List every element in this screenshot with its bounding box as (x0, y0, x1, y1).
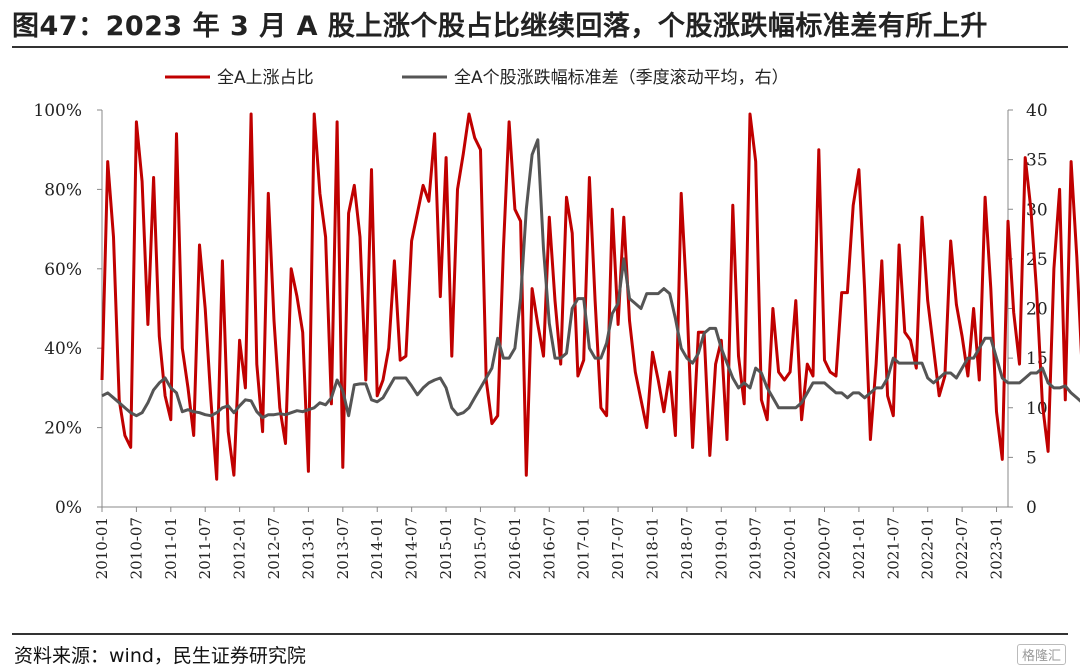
x-tick-label: 2010-01 (93, 517, 111, 579)
x-tick-label: 2019-01 (712, 517, 730, 579)
x-tick-label: 2014-07 (403, 517, 421, 579)
y-right-tick-label: 15 (1026, 349, 1048, 369)
x-tick-label: 2013-07 (334, 517, 352, 579)
y-right-tick-label: 5 (1026, 448, 1037, 468)
y-right-tick-label: 40 (1026, 101, 1048, 121)
y-right-tick-label: 35 (1026, 151, 1048, 171)
y-left-tick-label: 40% (44, 339, 82, 359)
legend-label-series2: 全A个股涨跌幅标准差（季度滚动平均，右） (454, 68, 789, 88)
x-tick-label: 2014-01 (368, 517, 386, 579)
x-tick-label: 2017-01 (575, 517, 593, 579)
y-left-tick-label: 0% (55, 498, 82, 518)
x-tick-label: 2013-01 (299, 517, 317, 579)
x-tick-label: 2018-07 (678, 517, 696, 579)
y-left-tick-label: 100% (33, 101, 82, 121)
x-tick-label: 2021-07 (884, 517, 902, 579)
legend-label-series1: 全A上涨占比 (217, 68, 314, 88)
x-tick-label: 2015-07 (471, 517, 489, 579)
x-tick-label: 2015-01 (437, 517, 455, 579)
x-tick-label: 2019-07 (747, 517, 765, 579)
x-tick-label: 2012-01 (231, 517, 249, 579)
line-chart: 全A上涨占比 全A个股涨跌幅标准差（季度滚动平均，右） 0% 20% 40% 60% 8… (33, 68, 1080, 579)
x-tick-label: 2020-01 (781, 517, 799, 579)
x-tick-label: 2017-07 (609, 517, 627, 579)
watermark-logo: 格隆汇 (1016, 644, 1066, 665)
axes: 0%20%40%60%80%100%05101520253035402010-0… (33, 101, 1047, 579)
x-tick-label: 2016-01 (506, 517, 524, 579)
x-tick-label: 2020-07 (816, 517, 834, 579)
series-line-rising-share (100, 112, 1080, 481)
series-line-return-std (101, 138, 1080, 420)
x-tick-label: 2023-01 (988, 517, 1006, 579)
x-tick-label: 2012-07 (265, 517, 283, 579)
y-left-tick-label: 60% (44, 260, 82, 280)
x-tick-label: 2022-07 (953, 517, 971, 579)
title-divider (12, 46, 1068, 48)
y-right-tick-label: 0 (1026, 498, 1037, 518)
y-left-tick-label: 80% (44, 180, 82, 200)
y-left-tick-label: 20% (44, 419, 82, 439)
x-tick-label: 2018-01 (643, 517, 661, 579)
x-tick-label: 2021-01 (850, 517, 868, 579)
source-divider (12, 633, 1068, 635)
chart-title: 图47：2023 年 3 月 A 股上涨个股占比继续回落，个股涨跌幅标准差有所上… (12, 11, 988, 42)
series-layer (100, 112, 1080, 481)
y-right-tick-label: 25 (1026, 250, 1048, 270)
x-tick-label: 2016-07 (540, 517, 558, 579)
x-tick-label: 2022-01 (919, 517, 937, 579)
legend: 全A上涨占比 全A个股涨跌幅标准差（季度滚动平均，右） (165, 68, 789, 88)
x-tick-label: 2011-01 (162, 517, 180, 579)
x-tick-label: 2011-07 (196, 517, 214, 579)
source-note: 资料来源：wind，民生证券研究院 (14, 645, 306, 667)
x-tick-label: 2010-07 (127, 517, 145, 579)
